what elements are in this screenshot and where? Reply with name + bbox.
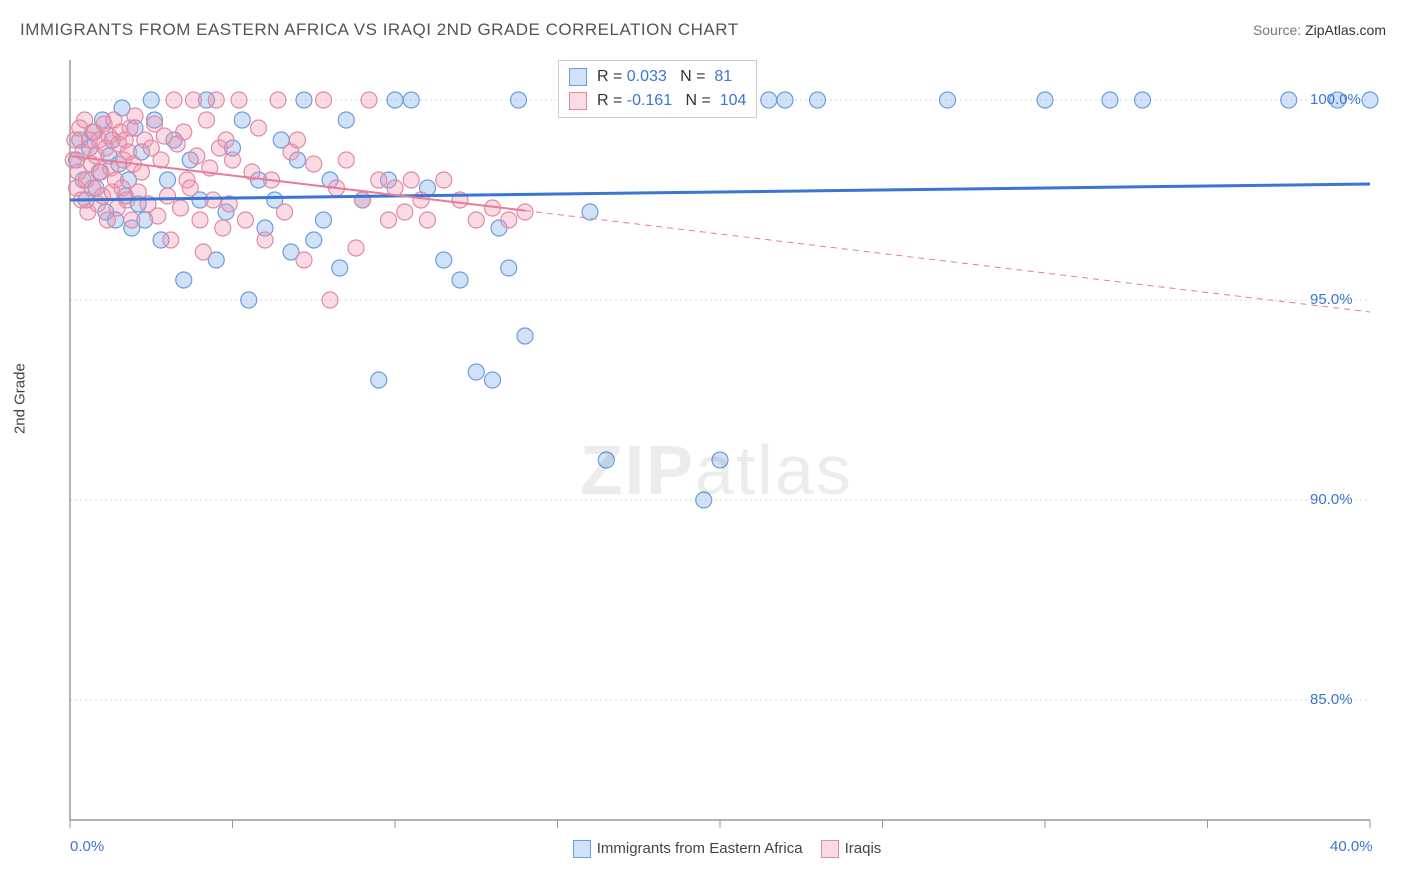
header: IMMIGRANTS FROM EASTERN AFRICA VS IRAQI … <box>20 20 1386 40</box>
y-tick-label: 90.0% <box>1310 491 1353 508</box>
y-tick-label: 85.0% <box>1310 691 1353 708</box>
chart-area: 2nd Grade ZIPatlas 85.0%90.0%95.0%100.0%… <box>50 60 1386 862</box>
legend-swatch-iraqis <box>821 840 839 858</box>
y-axis-label: 2nd Grade <box>12 363 29 434</box>
legend-swatch-eastern_africa <box>573 840 591 858</box>
swatch-iraqis <box>569 92 587 110</box>
stats-box: R = 0.033 N = 81 R = -0.161 N = 104 <box>558 60 758 118</box>
stats-row-eastern_africa: R = 0.033 N = 81 <box>569 65 747 89</box>
legend-label-eastern_africa: Immigrants from Eastern Africa <box>597 840 803 857</box>
y-tick-label: 95.0% <box>1310 291 1353 308</box>
source-link[interactable]: ZipAtlas.com <box>1305 22 1386 38</box>
legend: Immigrants from Eastern Africa Iraqis <box>50 840 1386 858</box>
legend-label-iraqis: Iraqis <box>845 840 882 857</box>
source-label: Source: ZipAtlas.com <box>1253 22 1386 38</box>
scatter-plot <box>50 60 1390 850</box>
y-tick-label: 100.0% <box>1310 91 1361 108</box>
chart-title: IMMIGRANTS FROM EASTERN AFRICA VS IRAQI … <box>20 20 739 40</box>
stats-row-iraqis: R = -0.161 N = 104 <box>569 89 747 113</box>
swatch-eastern_africa <box>569 68 587 86</box>
